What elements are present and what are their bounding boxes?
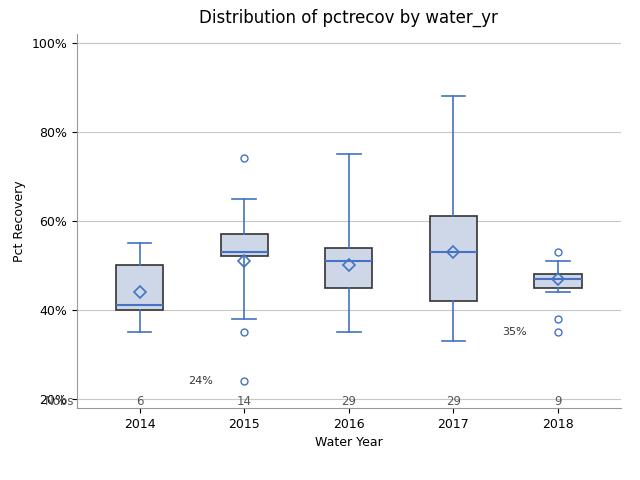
Text: 9: 9 — [554, 395, 562, 408]
Text: 29: 29 — [446, 395, 461, 408]
PathPatch shape — [116, 265, 163, 310]
Text: Nobs: Nobs — [45, 395, 75, 408]
Title: Distribution of pctrecov by water_yr: Distribution of pctrecov by water_yr — [200, 9, 498, 27]
PathPatch shape — [221, 234, 268, 256]
PathPatch shape — [534, 274, 582, 288]
Text: 24%: 24% — [188, 376, 213, 386]
Text: 35%: 35% — [502, 327, 527, 337]
PathPatch shape — [430, 216, 477, 301]
Text: 14: 14 — [237, 395, 252, 408]
X-axis label: Water Year: Water Year — [315, 436, 383, 449]
Text: 6: 6 — [136, 395, 143, 408]
Y-axis label: Pct Recovery: Pct Recovery — [13, 180, 26, 262]
Text: 29: 29 — [341, 395, 356, 408]
PathPatch shape — [325, 248, 372, 288]
